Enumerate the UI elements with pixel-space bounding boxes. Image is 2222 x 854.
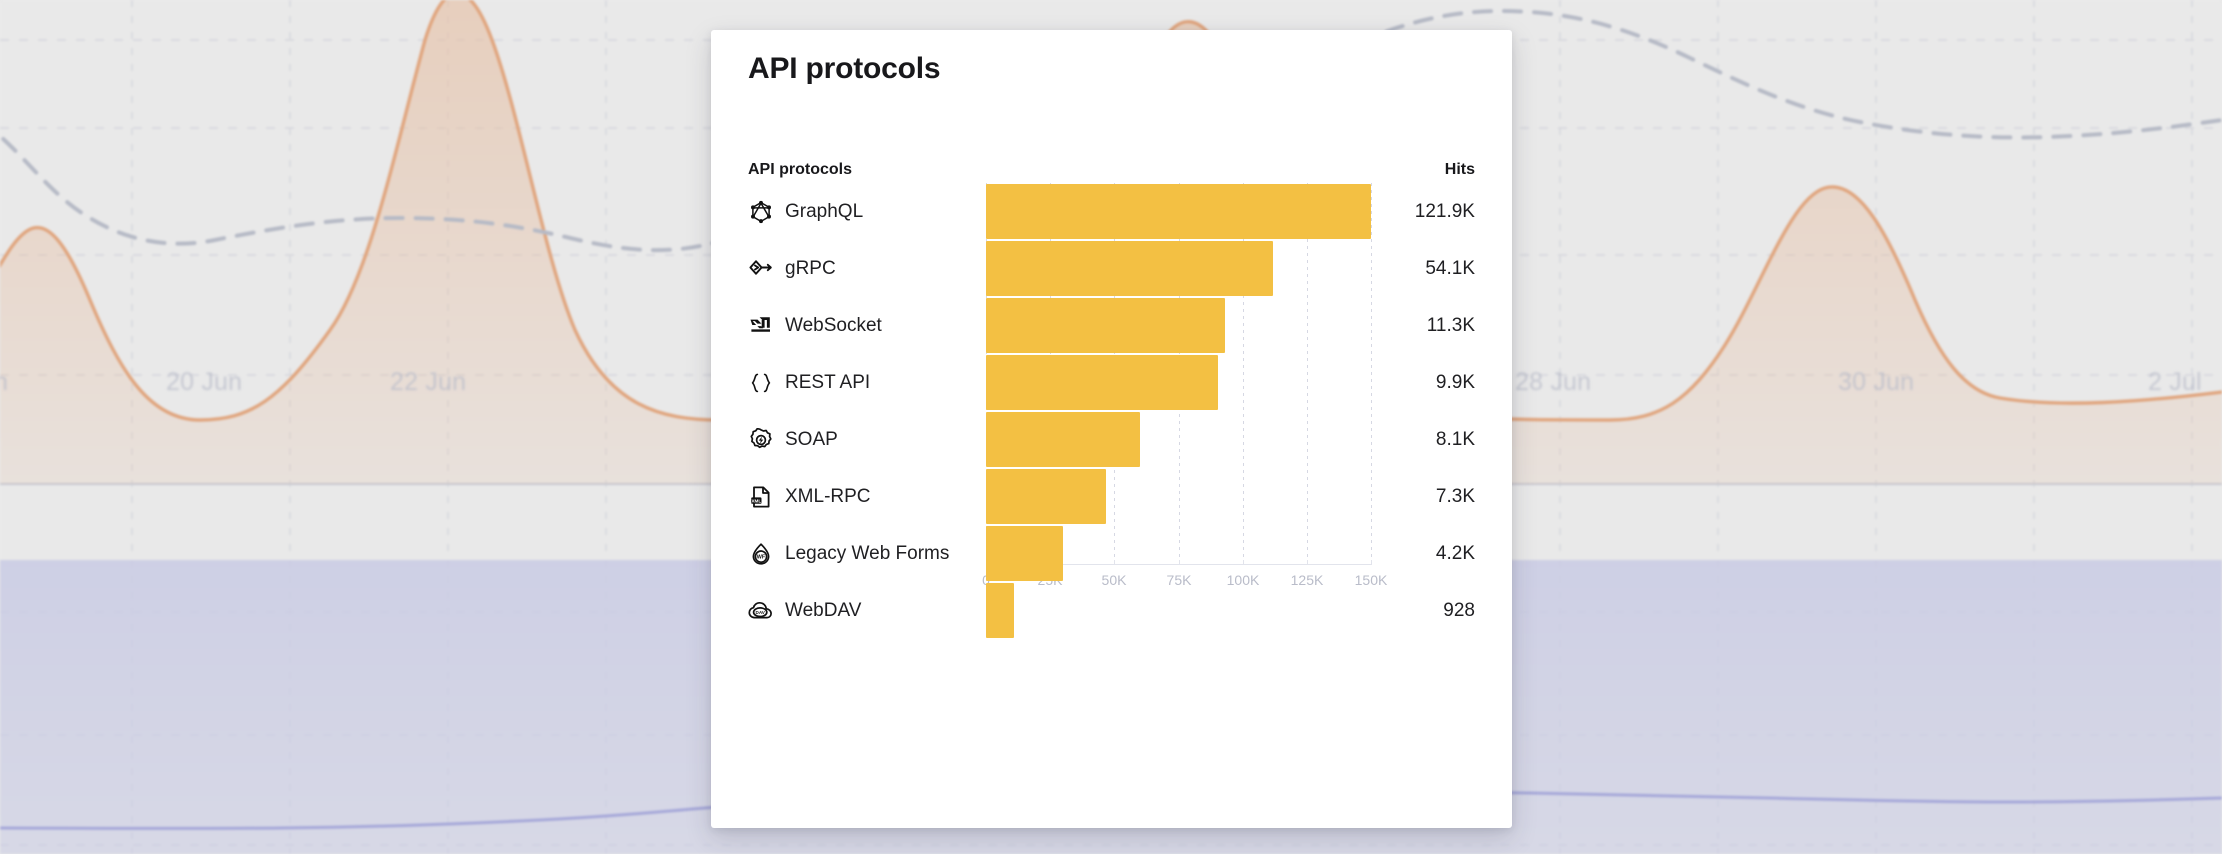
graphql-icon bbox=[748, 199, 774, 225]
protocol-name: GraphQL bbox=[785, 200, 864, 222]
background-dashed-series bbox=[0, 9, 2222, 253]
background-date-label: 20 Jun bbox=[166, 368, 243, 396]
row-label: Legacy Web Forms bbox=[748, 525, 949, 582]
table-row[interactable]: SOAP 8.1K bbox=[711, 411, 1512, 468]
row-value: 9.9K bbox=[1435, 371, 1475, 393]
bar[interactable] bbox=[986, 469, 1106, 524]
row-value: 11.3K bbox=[1426, 314, 1475, 336]
row-label: WebDAV bbox=[748, 582, 861, 639]
row-value: 54.1K bbox=[1425, 257, 1475, 279]
protocol-name: SOAP bbox=[785, 428, 838, 450]
bar[interactable] bbox=[986, 184, 1371, 239]
protocol-name: REST API bbox=[785, 371, 871, 393]
bar[interactable] bbox=[986, 583, 1014, 638]
table-row[interactable]: Legacy Web Forms 4.2K bbox=[711, 525, 1512, 582]
protocol-name: WebDAV bbox=[785, 599, 862, 621]
row-label: SOAP bbox=[748, 411, 838, 468]
grpc-icon bbox=[748, 256, 774, 282]
table-row[interactable]: GraphQL 121.9K bbox=[711, 183, 1512, 240]
rest-api-icon bbox=[748, 370, 774, 396]
row-value: 4.2K bbox=[1435, 542, 1475, 564]
bar[interactable] bbox=[986, 298, 1225, 353]
background-date-label: 2 Jul bbox=[2148, 368, 2202, 396]
api-protocols-card: API protocols API protocols Hits 025K50K… bbox=[711, 30, 1512, 828]
row-label: REST API bbox=[748, 354, 870, 411]
column-header-category: API protocols bbox=[748, 161, 853, 178]
background-date-label: 22 Jun bbox=[390, 368, 467, 396]
bar[interactable] bbox=[986, 412, 1140, 467]
background-date-label: 28 Jun bbox=[1515, 368, 1592, 396]
table-row[interactable]: REST API 9.9K bbox=[711, 354, 1512, 411]
page-title: API protocols bbox=[748, 52, 941, 85]
websocket-icon bbox=[748, 313, 774, 339]
protocol-name: WebSocket bbox=[785, 314, 882, 336]
soap-icon bbox=[748, 427, 774, 453]
row-value: 7.3K bbox=[1435, 485, 1475, 507]
row-label: XML-RPC bbox=[748, 468, 871, 525]
protocol-name: Legacy Web Forms bbox=[785, 542, 950, 564]
bar[interactable] bbox=[986, 241, 1273, 296]
background-date-label: n bbox=[0, 368, 9, 396]
row-value: 121.9K bbox=[1414, 200, 1475, 222]
row-value: 8.1K bbox=[1435, 428, 1475, 450]
table-row[interactable]: gRPC 54.1K bbox=[711, 240, 1512, 297]
row-label: gRPC bbox=[748, 240, 836, 297]
row-label: WebSocket bbox=[748, 297, 882, 354]
table-row[interactable]: XML-RPC 7.3K bbox=[711, 468, 1512, 525]
legacy-web-forms-icon bbox=[748, 541, 774, 567]
protocol-name: gRPC bbox=[785, 257, 836, 279]
xml-rpc-icon bbox=[748, 484, 774, 510]
table-row[interactable]: WebSocket 11.3K bbox=[711, 297, 1512, 354]
column-header-value: Hits bbox=[1444, 161, 1475, 178]
bar[interactable] bbox=[986, 355, 1218, 410]
protocol-name: XML-RPC bbox=[785, 485, 871, 507]
row-value: 928 bbox=[1443, 599, 1475, 621]
row-label: GraphQL bbox=[748, 183, 863, 240]
background-date-label: 30 Jun bbox=[1838, 368, 1915, 396]
table-row[interactable]: WebDAV 928 bbox=[711, 582, 1512, 639]
bar[interactable] bbox=[986, 526, 1063, 581]
protocol-rows: GraphQL 121.9K gRPC 54.1K WebSocket 11.3K REST… bbox=[711, 30, 1512, 828]
webdav-icon bbox=[748, 598, 774, 624]
